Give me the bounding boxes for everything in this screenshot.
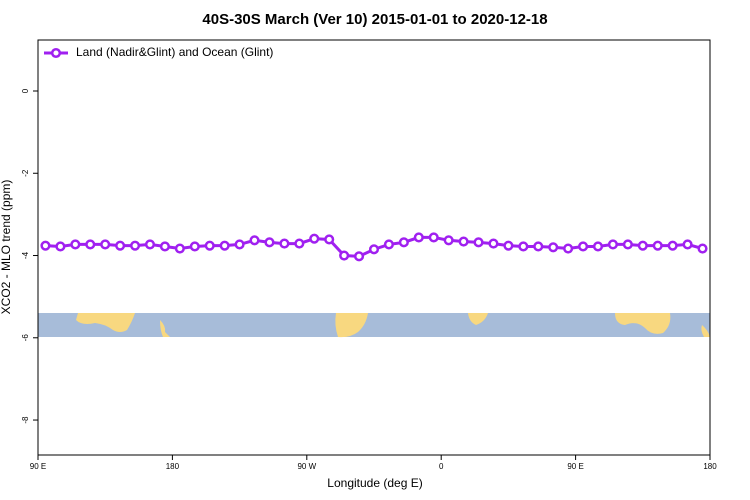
data-point (100, 239, 111, 250)
data-point (144, 239, 156, 250)
data-point (85, 239, 96, 250)
data-point (622, 239, 633, 250)
data-point (578, 241, 589, 252)
data-point (488, 238, 499, 249)
data-point (592, 241, 604, 252)
data-point (428, 232, 439, 243)
data-point (473, 237, 484, 248)
y-tick-label: -4 (21, 251, 30, 259)
data-point (652, 240, 663, 251)
data-point (518, 241, 529, 252)
map-strip (38, 313, 710, 338)
data-point (563, 243, 574, 254)
x-tick-label: 180 (703, 462, 717, 471)
x-axis-label: Longitude (deg E) (327, 476, 422, 490)
x-tick-label: 90 E (567, 462, 583, 471)
y-tick-label: -2 (21, 169, 30, 177)
legend-label: Land (Nadir&Glint) and Ocean (Glint) (76, 45, 273, 59)
data-point (70, 239, 81, 250)
data-point (234, 239, 245, 250)
data-point (204, 240, 215, 251)
x-tick-label: 0 (439, 462, 444, 471)
data-point (637, 240, 648, 251)
data-point (249, 235, 260, 246)
data-point (219, 240, 230, 251)
y-tick-label: 0 (21, 88, 30, 93)
data-point (354, 251, 365, 262)
data-point (548, 242, 559, 253)
x-tick-label: 90 W (297, 462, 316, 471)
legend-marker (50, 47, 62, 59)
y-axis-label: XCO2 - MLO trend (ppm) (0, 180, 13, 315)
data-point (40, 240, 51, 251)
data-point (279, 238, 290, 249)
chart-title: 40S-30S March (Ver 10) 2015-01-01 to 202… (202, 11, 547, 28)
data-point (503, 240, 514, 251)
data-point (682, 239, 693, 250)
data-point (115, 240, 126, 251)
data-point (443, 235, 454, 246)
data-point (189, 241, 200, 252)
x-tick-label: 90 E (30, 462, 46, 471)
data-point (55, 241, 66, 252)
y-tick-label: -8 (21, 416, 30, 424)
plot-frame (37, 39, 711, 456)
data-point (159, 241, 170, 252)
data-point (697, 243, 708, 254)
data-point (413, 232, 424, 243)
data-point (174, 243, 185, 254)
data-point (458, 236, 469, 247)
x-tick-label: 180 (166, 462, 180, 471)
data-point (383, 239, 394, 250)
data-point (309, 233, 320, 244)
y-tick-label: -6 (21, 334, 30, 342)
data-point (667, 240, 678, 251)
data-point (607, 239, 618, 250)
data-point (533, 241, 544, 252)
data-point (368, 244, 380, 255)
data-point (324, 234, 335, 245)
data-point (130, 240, 141, 251)
data-point (339, 250, 350, 261)
data-point (264, 237, 275, 248)
data-point (294, 238, 305, 249)
data-point (398, 237, 409, 248)
